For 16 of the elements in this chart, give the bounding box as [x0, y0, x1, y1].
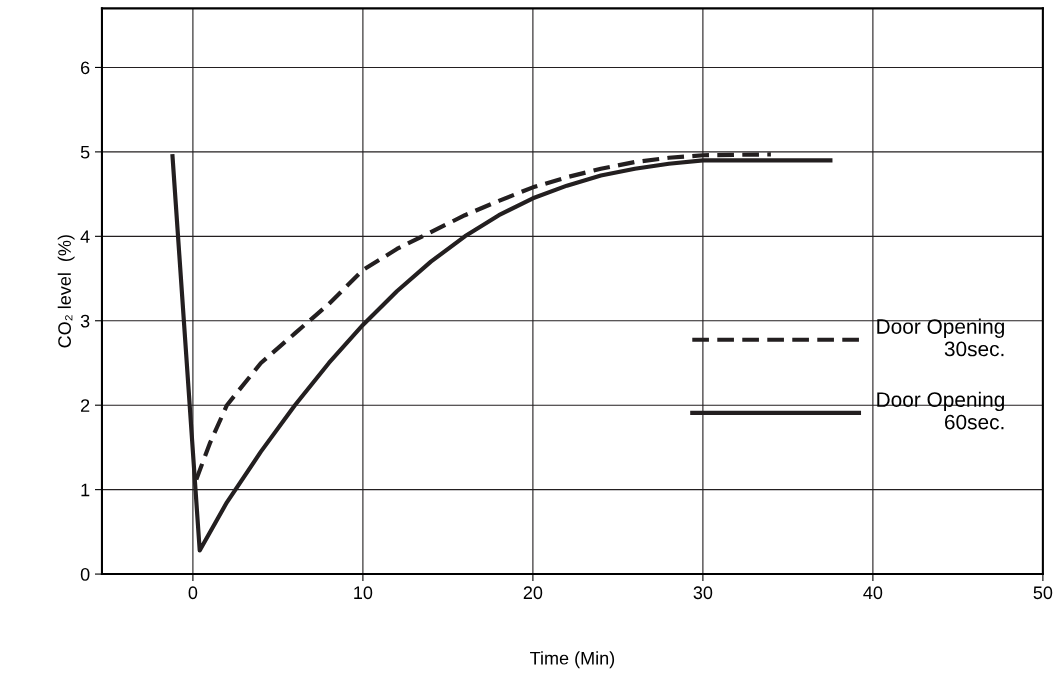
text: Door Opening 30sec. — [877, 318, 1004, 357]
x-tick-label: 20 — [523, 586, 543, 600]
x-tick-label: 40 — [863, 586, 883, 600]
y-tick-label: 2 — [81, 399, 90, 412]
y-axis-title: CO₂ level (%) — [57, 235, 75, 348]
y-tick-label: 1 — [81, 483, 90, 497]
x-tick-label: 50 — [1033, 586, 1053, 600]
y-tick-label: 3 — [80, 314, 90, 328]
x-tick-label: 10 — [354, 586, 373, 600]
y-tick-label: 0 — [80, 568, 90, 581]
y-tick-label: 4 — [80, 230, 90, 243]
x-tick-label: 0 — [188, 586, 198, 600]
y-tick-label: 5 — [80, 146, 90, 159]
y-tick-label: 6 — [81, 61, 90, 75]
x-axis-title: Time (Min) — [530, 651, 615, 669]
x-tick-label: 30 — [693, 586, 713, 600]
